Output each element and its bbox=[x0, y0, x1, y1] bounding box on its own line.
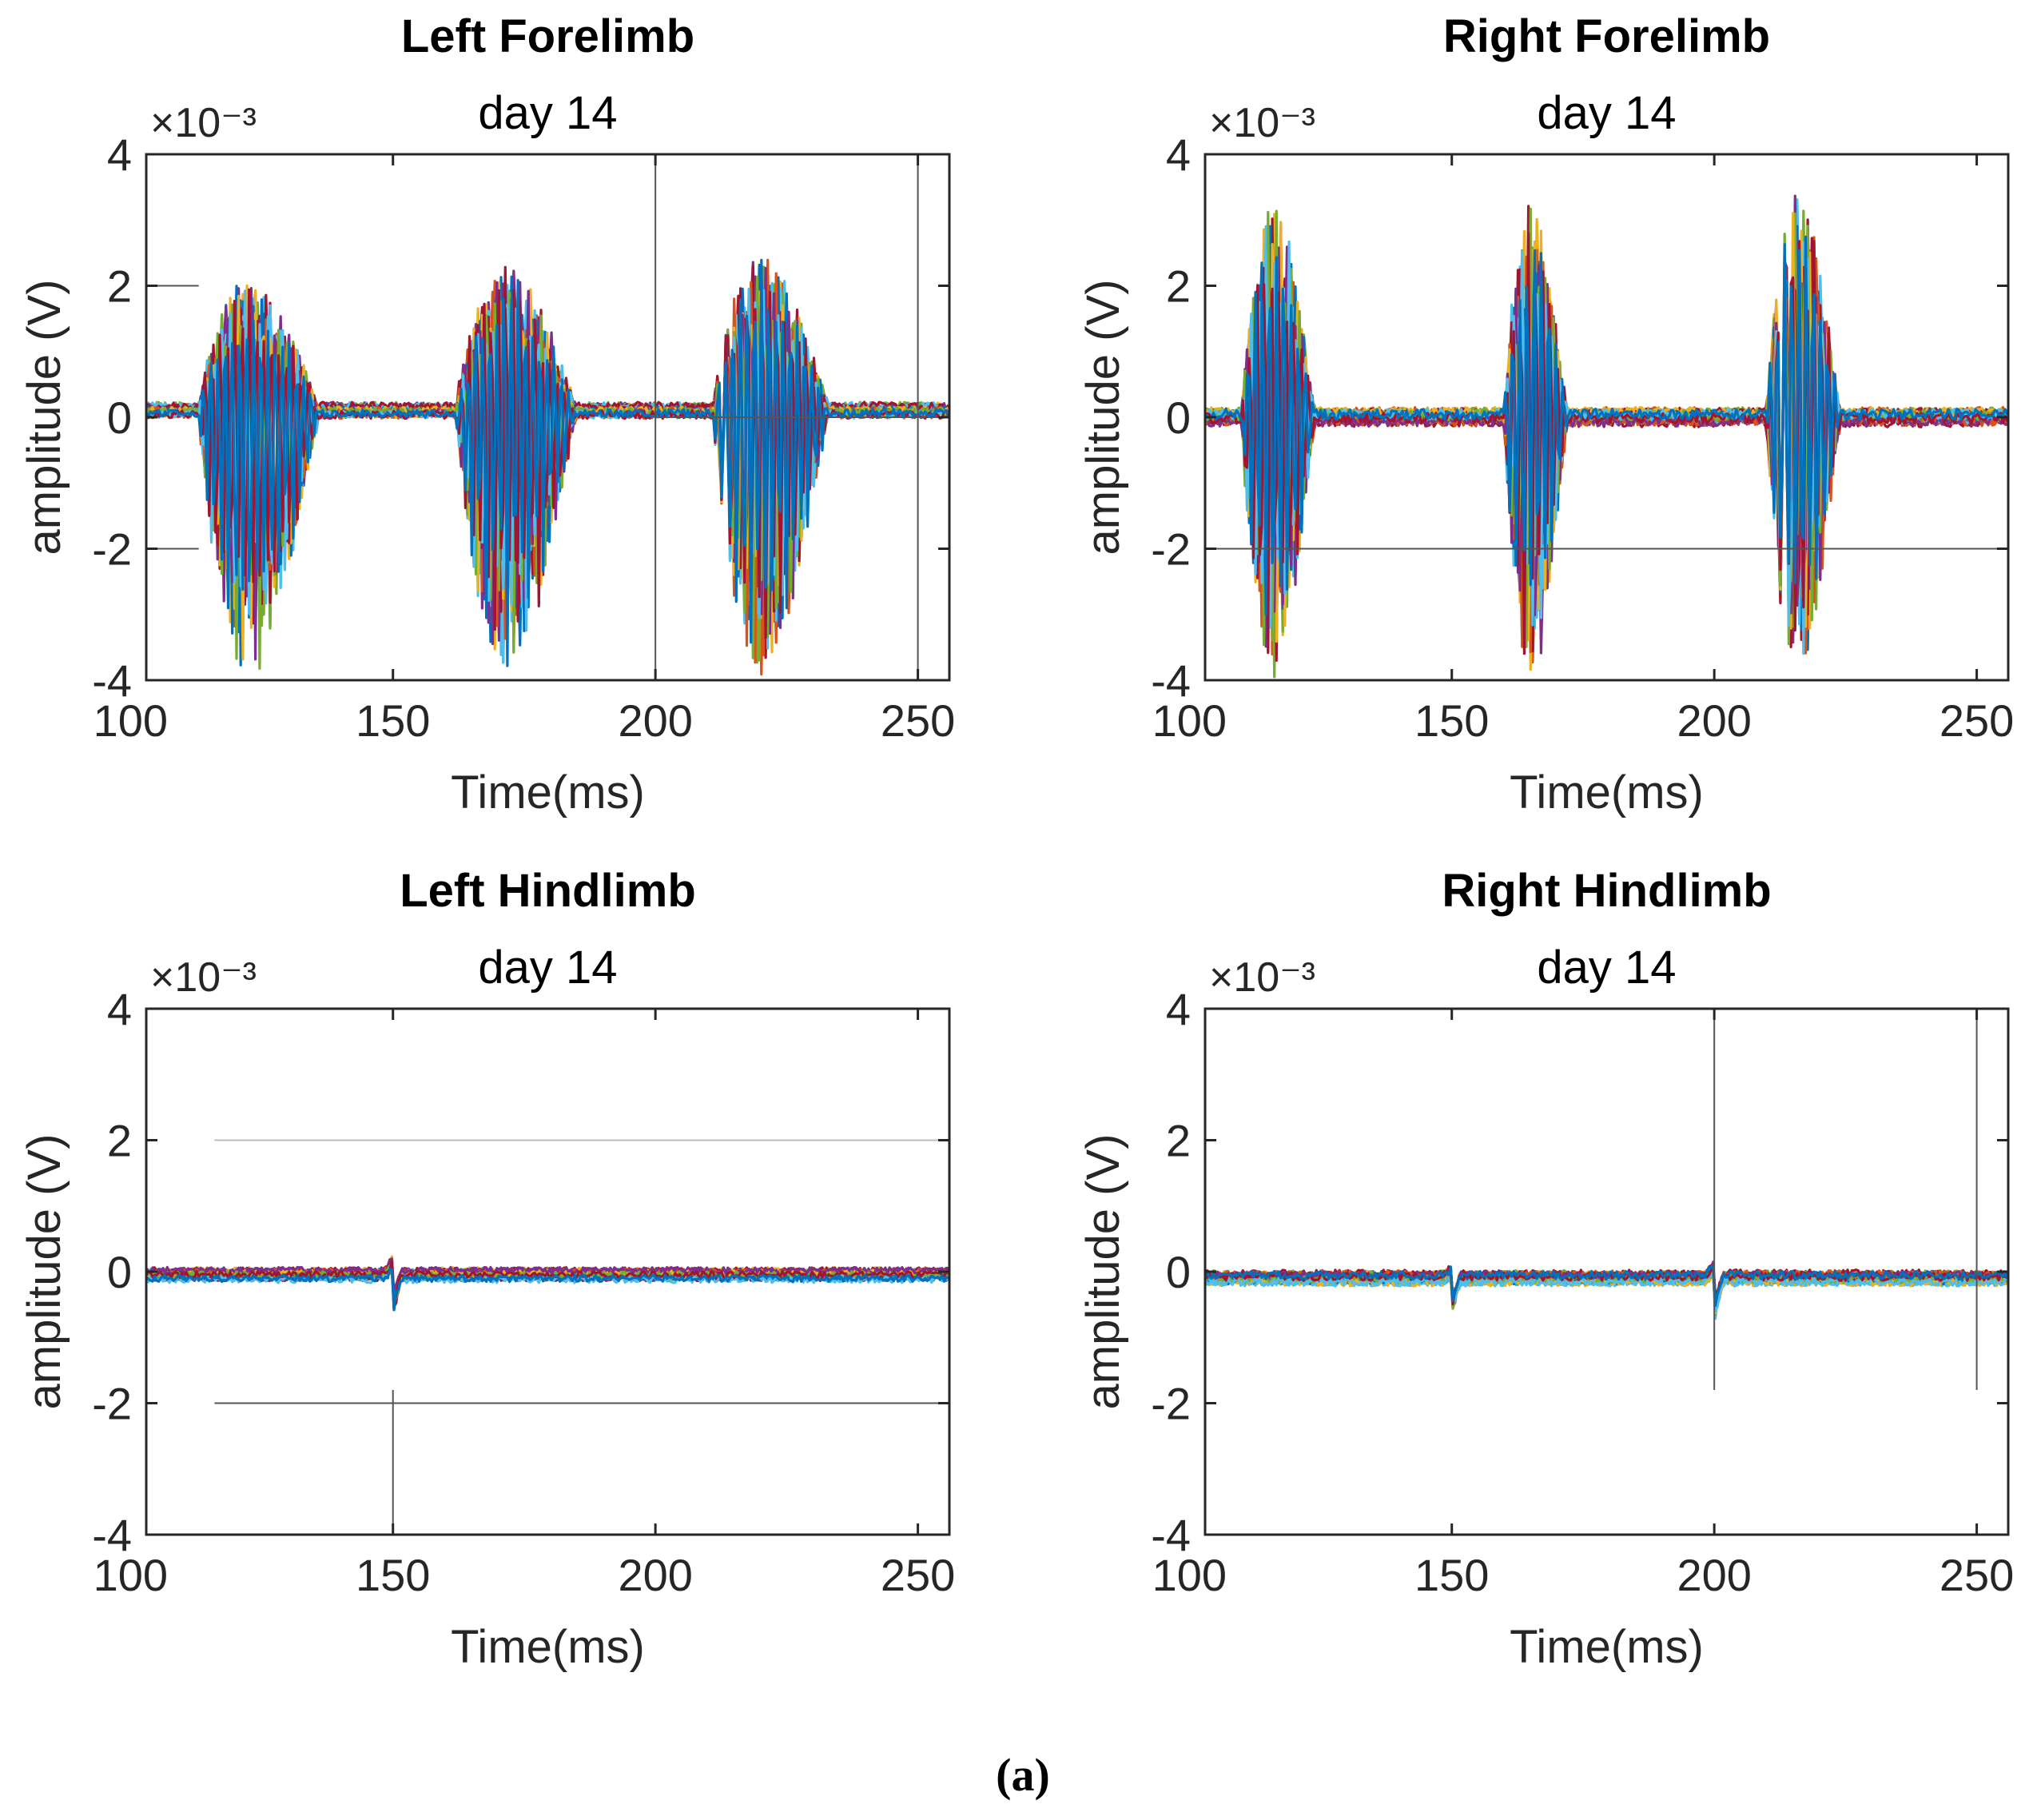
plot-area bbox=[146, 154, 949, 680]
y-tick-label: 0 bbox=[107, 1247, 132, 1297]
trace-22 bbox=[1205, 235, 2008, 616]
y-tick-label: -2 bbox=[1151, 524, 1191, 575]
y-tick-label: 2 bbox=[1166, 1116, 1191, 1166]
y-axis-label: amplitude (V) bbox=[18, 1134, 70, 1410]
x-tick-label: 200 bbox=[618, 695, 692, 746]
x-tick-label: 100 bbox=[1152, 695, 1227, 746]
trace-5 bbox=[1205, 204, 2008, 679]
panel-4: 100 150 200 250 4 2 0 -2 -4 ×10⁻³ Right Hindlimb da… bbox=[1077, 865, 2014, 1673]
y-axis-label: amplitude (V) bbox=[1077, 280, 1129, 556]
y-tick-label: 4 bbox=[107, 129, 132, 180]
panel-title: Left Forelimb bbox=[401, 10, 694, 62]
x-tick-label: 100 bbox=[1152, 1550, 1227, 1600]
panel-subtitle: day 14 bbox=[1537, 87, 1676, 139]
y-tick-label: 2 bbox=[107, 261, 132, 312]
panel-title: Right Hindlimb bbox=[1442, 865, 1771, 917]
y-tick-label: 0 bbox=[1166, 1247, 1191, 1297]
x-tick-label: 150 bbox=[356, 1550, 430, 1600]
x-tick-label: 150 bbox=[1414, 1550, 1489, 1600]
trace-7 bbox=[1205, 218, 2008, 655]
panel-title: Right Forelimb bbox=[1443, 10, 1770, 62]
trace-22 bbox=[146, 258, 949, 667]
x-axis-label: Time(ms) bbox=[451, 767, 645, 818]
x-tick-label: 200 bbox=[618, 1550, 692, 1600]
x-tick-label: 250 bbox=[881, 695, 955, 746]
panel-2: 100 150 200 250 4 2 0 -2 -4 ×10⁻³ Right Forelimb da… bbox=[1077, 10, 2014, 818]
panel-subtitle: day 14 bbox=[478, 942, 617, 994]
y-tick-label: -4 bbox=[92, 1510, 132, 1560]
trace-3 bbox=[1205, 217, 2008, 671]
panel-1: 100 150 200 250 4 2 0 -2 -4 ×10⁻³ Left Forelimb day… bbox=[18, 10, 955, 818]
trace-2 bbox=[1205, 236, 2008, 664]
y-tick-label: 2 bbox=[107, 1116, 132, 1166]
panel-title: Left Hindlimb bbox=[400, 865, 696, 917]
trace-21 bbox=[1205, 232, 2008, 655]
x-tick-label: 250 bbox=[1939, 1550, 2014, 1600]
y-tick-label: -4 bbox=[92, 655, 132, 706]
y-tick-label: 0 bbox=[1166, 392, 1191, 443]
panel-3: 100 150 200 250 4 2 0 -2 -4 ×10⁻³ Left Hindlimb day… bbox=[18, 865, 955, 1673]
trace-18 bbox=[1205, 245, 2008, 617]
y-tick-label: -4 bbox=[1151, 655, 1191, 706]
y-tick-label: 2 bbox=[1166, 261, 1191, 312]
x-axis-label: Time(ms) bbox=[1510, 767, 1704, 818]
y-tick-label: 4 bbox=[1166, 129, 1191, 180]
trace-14 bbox=[1205, 205, 2008, 662]
x-tick-label: 100 bbox=[93, 1550, 168, 1600]
y-tick-label: -2 bbox=[1151, 1379, 1191, 1429]
x-tick-label: 250 bbox=[881, 1550, 955, 1600]
trace-1 bbox=[1205, 233, 2008, 651]
y-tick-label: -2 bbox=[92, 1379, 132, 1429]
y-tick-label: 0 bbox=[107, 392, 132, 443]
trace-20 bbox=[1205, 240, 2008, 655]
x-axis-label: Time(ms) bbox=[451, 1621, 645, 1673]
trace-9 bbox=[1205, 249, 2008, 627]
y-exponent-label: ×10⁻³ bbox=[150, 100, 257, 146]
y-exponent-label: ×10⁻³ bbox=[1209, 954, 1315, 1001]
plot-area bbox=[1205, 1009, 2008, 1391]
panel-subtitle: day 14 bbox=[478, 87, 617, 139]
x-tick-label: 200 bbox=[1677, 1550, 1751, 1600]
x-tick-label: 250 bbox=[1939, 695, 2014, 746]
y-exponent-label: ×10⁻³ bbox=[150, 954, 257, 1001]
trace-4 bbox=[1205, 234, 2008, 655]
y-tick-label: 4 bbox=[107, 984, 132, 1034]
trace-16 bbox=[1205, 236, 2008, 655]
plot-area bbox=[146, 1139, 949, 1535]
x-axis-label: Time(ms) bbox=[1510, 1621, 1704, 1673]
x-tick-label: 200 bbox=[1677, 695, 1751, 746]
y-tick-label: 4 bbox=[1166, 984, 1191, 1034]
y-axis-label: amplitude (V) bbox=[1077, 1134, 1129, 1410]
panel-subtitle: day 14 bbox=[1537, 942, 1676, 994]
plot-area bbox=[1205, 194, 2008, 679]
y-tick-label: -4 bbox=[1151, 1510, 1191, 1560]
figure-caption: (a) bbox=[996, 1749, 1050, 1801]
x-tick-label: 150 bbox=[356, 695, 430, 746]
y-exponent-label: ×10⁻³ bbox=[1209, 100, 1315, 146]
y-tick-label: -2 bbox=[92, 524, 132, 575]
x-tick-label: 150 bbox=[1414, 695, 1489, 746]
trace-22 bbox=[146, 1268, 949, 1312]
y-axis-label: amplitude (V) bbox=[18, 280, 70, 556]
trace-22 bbox=[1205, 1265, 2008, 1308]
x-tick-label: 100 bbox=[93, 695, 168, 746]
